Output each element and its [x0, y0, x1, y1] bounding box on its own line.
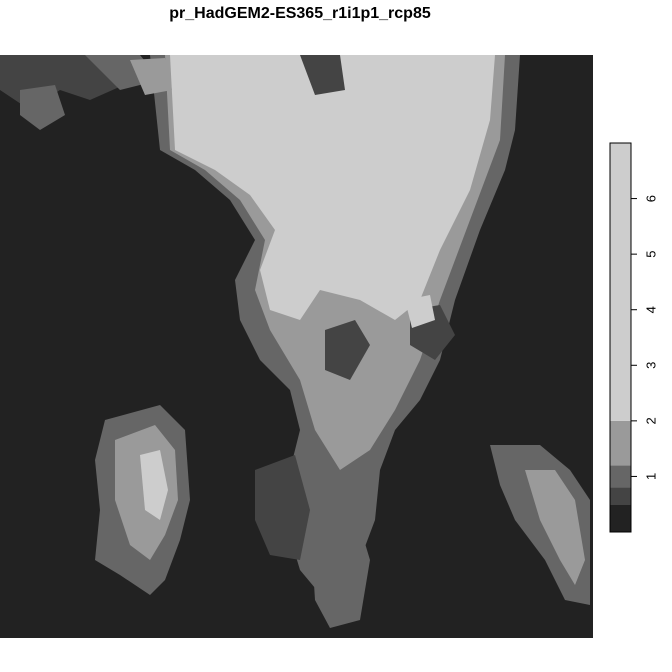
raster-region-mid-topleft — [20, 85, 65, 130]
legend-color-blocks — [610, 143, 631, 532]
raster-hole-1 — [325, 320, 370, 380]
legend-tick-label: 1 — [644, 473, 659, 480]
legend-ticks: 1 2 3 4 5 6 — [631, 195, 659, 480]
legend-block-0 — [610, 504, 631, 532]
raster-region-high-right — [525, 470, 585, 585]
chart-title: pr_HadGEM2-ES365_r1i1p1_rcp85 — [169, 5, 431, 22]
legend: 1 2 3 4 5 6 — [609, 142, 659, 533]
raster-region-low-bottom — [255, 455, 310, 560]
raster-region-highest-main — [170, 55, 495, 320]
legend-block-2 — [610, 465, 631, 488]
legend-border — [609, 142, 632, 533]
legend-block-3 — [610, 420, 631, 466]
legend-tick-label: 6 — [644, 195, 659, 202]
legend-block-4 — [610, 143, 631, 421]
legend-block-1 — [610, 487, 631, 505]
raster-hole-2 — [300, 55, 345, 95]
legend-tick-label: 4 — [644, 306, 659, 313]
raster-highlight-1 — [405, 295, 435, 328]
legend-tick-label: 3 — [644, 362, 659, 369]
raster-map — [0, 55, 593, 638]
legend-tick-label: 5 — [644, 251, 659, 258]
raster-region-mid-bottom — [310, 510, 370, 628]
raster-region-high-topleft — [130, 58, 172, 95]
raster-region-highest-left — [140, 450, 168, 520]
legend-tick-label: 2 — [644, 417, 659, 424]
